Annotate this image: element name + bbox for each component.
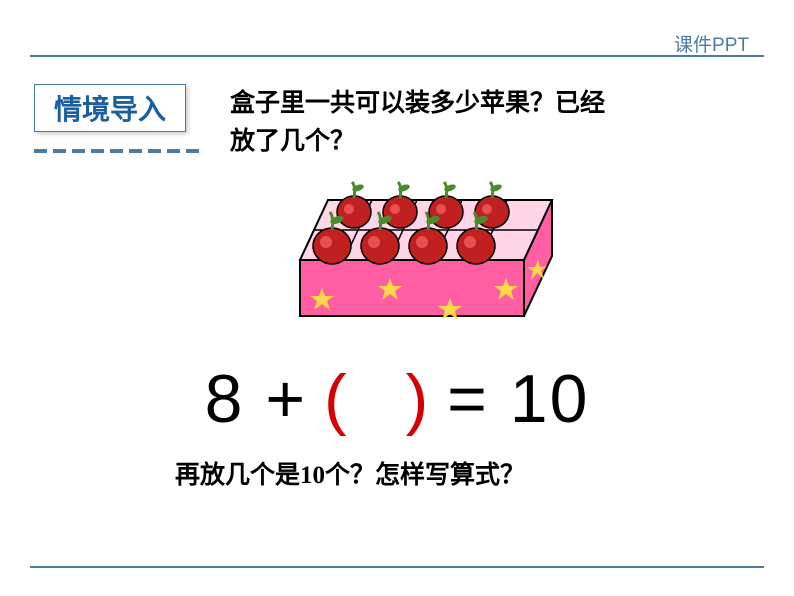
section-badge: 情境导入 [34, 84, 186, 132]
equation-plus: + [265, 361, 307, 437]
section-badge-text: 情境导入 [54, 88, 166, 128]
question-line2: 放了几个？ [230, 123, 605, 161]
equation: 8 + () = 10 [0, 360, 794, 438]
ppt-label: 课件PPT [674, 30, 749, 57]
sub-question: 再放几个是10个？怎样写算式？ [175, 455, 525, 491]
equation-paren-open: ( [324, 361, 349, 437]
equation-paren-close: ) [406, 361, 431, 437]
bottom-rule [30, 566, 764, 568]
top-rule [30, 55, 764, 57]
dash-underline [34, 140, 216, 144]
equation-right: 10 [510, 361, 590, 437]
question-text: 盒子里一共可以装多少苹果？已经 放了几个？ [230, 85, 605, 160]
question-line1: 盒子里一共可以装多少苹果？已经 [230, 85, 605, 123]
apple-box-illustration [262, 170, 562, 350]
equation-equals: = [447, 361, 489, 437]
equation-left: 8 [205, 361, 245, 437]
